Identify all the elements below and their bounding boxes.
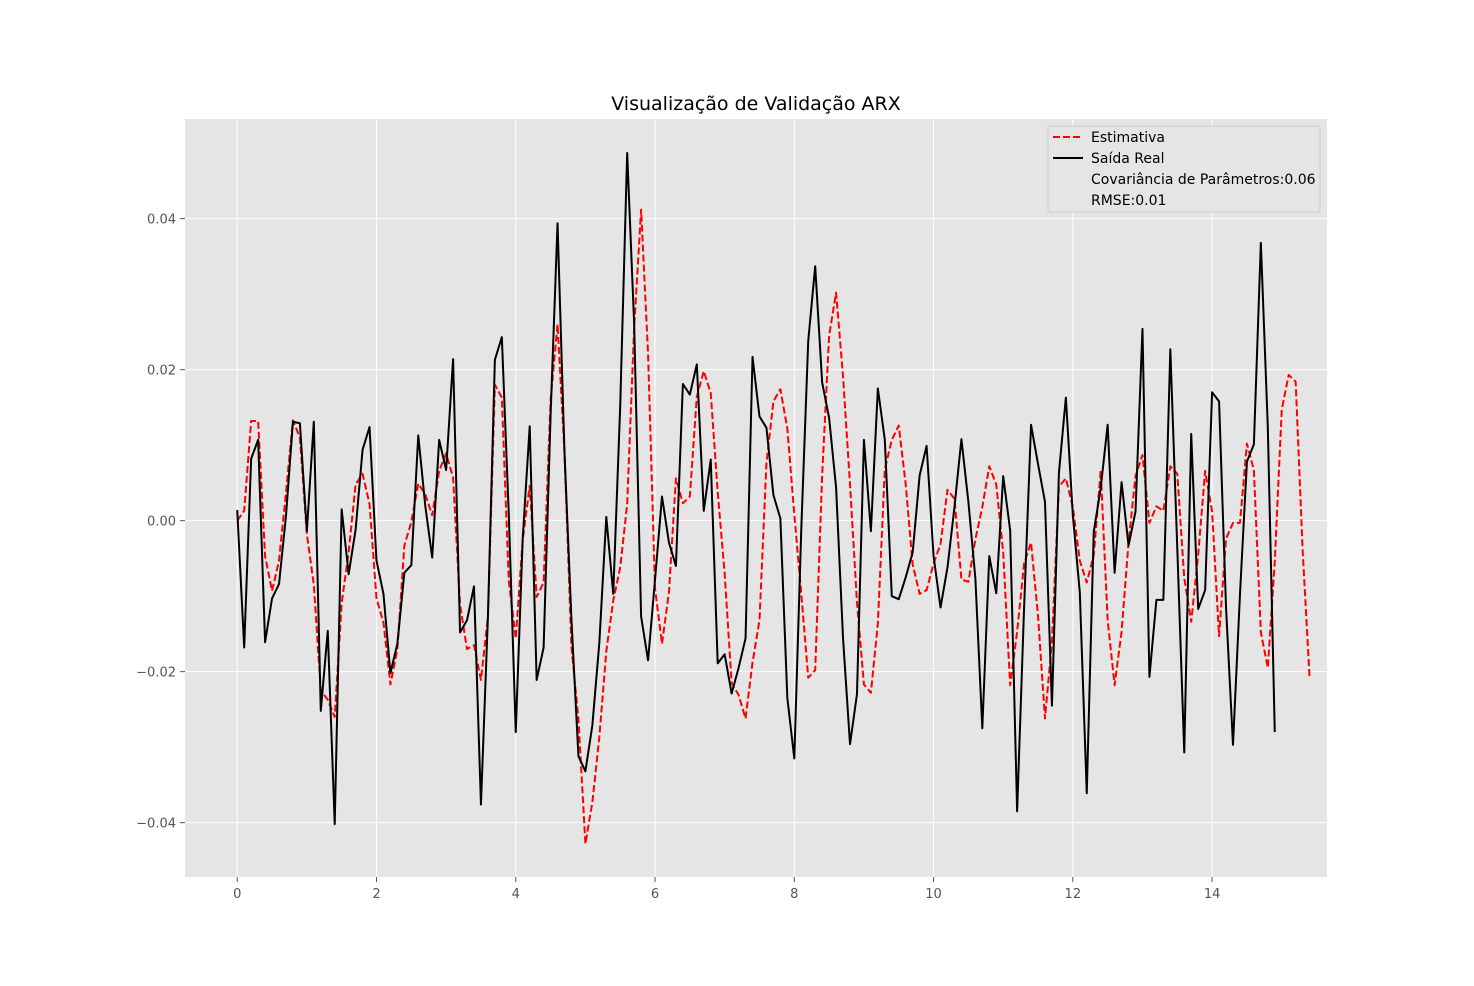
x-tick-label: 10 xyxy=(925,887,942,902)
grid-lines xyxy=(185,119,1327,877)
legend-label-saida-real: Saída Real xyxy=(1091,151,1164,167)
x-tick-label: 2 xyxy=(372,887,380,902)
legend-label-rmse: RMSE:0.01 xyxy=(1091,193,1166,209)
x-tick-label: 14 xyxy=(1204,887,1221,902)
x-tick-label: 0 xyxy=(233,887,241,902)
x-tick-label: 6 xyxy=(651,887,659,902)
legend-box xyxy=(1047,125,1321,213)
y-tick-label: 0.04 xyxy=(147,213,176,228)
chart-title: Visualização de Validação ARX xyxy=(611,93,901,115)
x-tick-label: 4 xyxy=(512,887,520,902)
legend-label-covariancia: Covariância de Parâmetros:0.06 xyxy=(1091,172,1316,188)
x-tick-label: 12 xyxy=(1065,887,1082,902)
plot-area xyxy=(185,119,1327,877)
series-lines xyxy=(236,151,1311,845)
legend-label-estimativa: Estimativa xyxy=(1091,130,1165,146)
series-line-saida-real xyxy=(236,151,1276,826)
y-tick-label: −0.04 xyxy=(136,817,176,832)
y-tick-label: 0.02 xyxy=(147,364,176,379)
x-tick-label: 8 xyxy=(790,887,798,902)
y-tick-label: 0.00 xyxy=(147,515,176,530)
axis-ticks: 0 2 4 6 8 10 12 14 −0.04 −0.02 0.00 0.02 0.04 xyxy=(136,213,1220,902)
legend: Estimativa Saída Real Covariância de Par… xyxy=(1047,125,1321,213)
y-tick-label: −0.02 xyxy=(136,666,176,681)
